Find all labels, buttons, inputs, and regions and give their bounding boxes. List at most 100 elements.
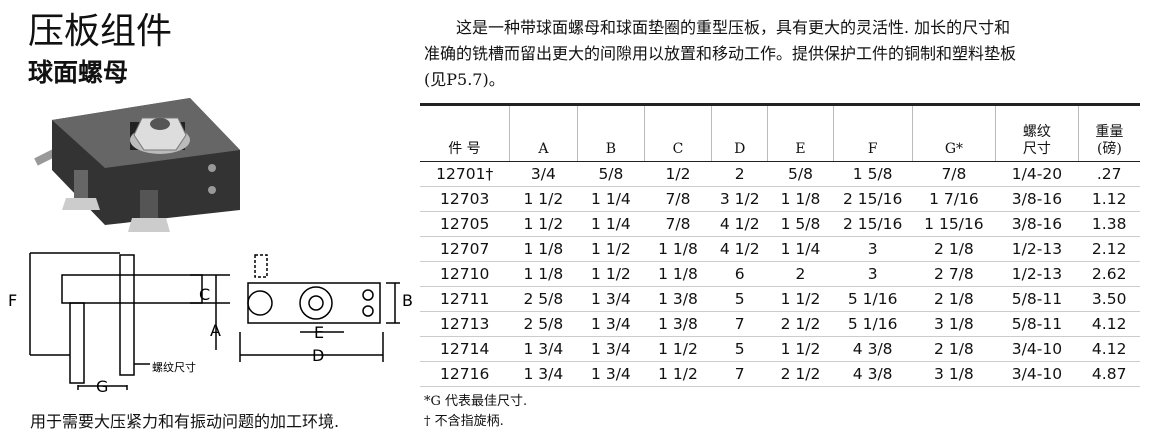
table-row: 12716 1 3/4 1 3/4 1 1/2 7 2 1/2 4 3/8 3 1/8 3/4-… <box>420 361 1140 387</box>
table-cell: 1 3/8 <box>644 286 712 312</box>
header-cell: B <box>576 103 645 162</box>
dim-label: F <box>8 291 17 310</box>
table-cell: 1/4-20 <box>995 161 1079 187</box>
description-line: 这是一种带球面螺母和球面垫圈的重型压板，具有更大的灵活性. 加长的尺寸和 <box>456 18 1011 37</box>
table-cell: 12714 <box>420 336 510 362</box>
table-cell: 1 1/2 <box>767 286 834 312</box>
table-cell: 2.12 <box>1078 236 1140 262</box>
table-cell: 2 15/16 <box>833 186 913 212</box>
table-cell: 3/8-16 <box>995 211 1079 237</box>
header-text: G* <box>944 141 963 157</box>
table-cell: 12713 <box>420 311 510 337</box>
table-cell: 5/8-11 <box>995 286 1079 312</box>
spec-table: 件 号 A B C D E F G* 螺纹 尺寸 重量 (磅) 12701† 3/4 5/8 1/2 2 5/8… <box>420 103 1140 387</box>
header-cell: F <box>832 103 913 162</box>
table-cell: 7 <box>711 311 768 337</box>
table-cell: 1 15/16 <box>912 211 996 237</box>
table-cell: 1 3/4 <box>577 361 645 387</box>
table-cell: 1/2 <box>644 161 712 187</box>
dim-label: A <box>210 321 221 340</box>
header-text: F <box>867 141 878 157</box>
table-cell: 1 1/8 <box>644 236 712 262</box>
table-cell: 1 1/8 <box>767 186 834 212</box>
header-cell: 重量 (磅) <box>1077 103 1140 162</box>
dim-label: B <box>402 291 413 310</box>
dim-label: E <box>314 323 324 342</box>
table-row: 12701† 3/4 5/8 1/2 2 5/8 1 5/8 7/8 1/4-20.27 <box>420 161 1140 187</box>
table-cell: 1/2-13 <box>995 236 1079 262</box>
table-cell: 2 <box>711 161 768 187</box>
table-cell: 5/8-11 <box>995 311 1079 337</box>
header-cell: G* <box>911 103 996 162</box>
footnote: † 不含指旋柄. <box>424 414 504 429</box>
header-text: 尺寸 <box>1022 141 1051 157</box>
table-row: 12705 1 1/2 1 1/4 7/8 4 1/2 1 5/8 2 15/16 1 15/… <box>420 211 1140 237</box>
table-cell: 5 <box>711 336 768 362</box>
header-text: C <box>672 141 684 157</box>
dim-label: 螺纹尺寸 <box>152 360 196 374</box>
header-cell: 螺纹 尺寸 <box>995 103 1079 162</box>
table-cell: 1 1/2 <box>644 361 712 387</box>
dim-label: G <box>96 377 108 396</box>
table-cell: 2 1/2 <box>767 311 834 337</box>
table-cell: 5/8 <box>767 161 834 187</box>
table-cell: 1 1/4 <box>767 236 834 262</box>
table-cell: 3/4-10 <box>995 361 1079 387</box>
table-cell: 3 1/2 <box>711 186 768 212</box>
header-text: D <box>734 141 746 157</box>
header-text: B <box>605 141 617 157</box>
table-cell: 12701† <box>420 161 510 187</box>
table-cell: 2.62 <box>1078 261 1140 287</box>
table-cell: 12705 <box>420 211 510 237</box>
table-cell: .27 <box>1078 161 1140 187</box>
table-cell: 5 1/16 <box>833 286 913 312</box>
table-cell: 7/8 <box>644 186 712 212</box>
description-line: 准确的铣槽而留出更大的间隙用以放置和移动工作。提供保护工件的铜制和塑料垫板 <box>424 44 1017 63</box>
table-cell: 1 1/4 <box>577 211 645 237</box>
side-view <box>29 252 230 390</box>
table-cell: 3 1/8 <box>912 311 996 337</box>
table-row: 12707 1 1/8 1 1/2 1 1/8 4 1/2 1 1/4 3 2 1/8 1/2-… <box>420 236 1140 262</box>
dim-label: D <box>312 346 324 365</box>
table-cell: 12710 <box>420 261 510 287</box>
table-cell: 3/4 <box>509 161 578 187</box>
description-line: (见P5.7)。 <box>424 70 505 89</box>
table-cell: 3.50 <box>1078 286 1140 312</box>
table-row: 12703 1 1/2 1 1/4 7/8 3 1/2 1 1/8 2 15/16 1 7/1… <box>420 186 1140 212</box>
header-text: A <box>538 141 549 157</box>
header-text: 重量 <box>1095 124 1124 140</box>
table-body: 12701† 3/4 5/8 1/2 2 5/8 1 5/8 7/8 1/4-20.27 1270… <box>420 161 1140 387</box>
table-cell: 1 1/4 <box>577 186 645 212</box>
table-cell: 5 <box>711 286 768 312</box>
header-text: 件 号 <box>448 141 481 157</box>
product-photo <box>34 98 240 232</box>
table-cell: 1 3/4 <box>509 361 578 387</box>
subtitle: 球面螺母 <box>28 58 129 87</box>
table-cell: 2 1/8 <box>912 336 996 362</box>
title: 压板组件 <box>28 11 173 52</box>
table-cell: 1 5/8 <box>833 161 913 187</box>
table-cell: 3 1/8 <box>912 361 996 387</box>
table-cell: 1 1/2 <box>509 211 578 237</box>
table-cell: 7/8 <box>912 161 996 187</box>
header-text: (磅) <box>1096 141 1122 157</box>
table-cell: 4.12 <box>1078 336 1140 362</box>
table-cell: 2 1/8 <box>912 236 996 262</box>
table-cell: 1 3/4 <box>577 286 645 312</box>
dim-label: C <box>199 285 210 304</box>
table-cell: 1 3/4 <box>509 336 578 362</box>
table-cell: 1.12 <box>1078 186 1140 212</box>
header-row: 件 号 A B C D E F G* 螺纹 尺寸 重量 (磅) <box>420 103 1140 162</box>
table-cell: 1 1/2 <box>509 186 578 212</box>
table-cell: 1 1/2 <box>767 336 834 362</box>
table-cell: 12711 <box>420 286 510 312</box>
header-text: 螺纹 <box>1022 124 1051 140</box>
table-cell: 1 5/8 <box>767 211 834 237</box>
table-cell: 1/2-13 <box>995 261 1079 287</box>
table-cell: 2 5/8 <box>509 286 578 312</box>
table-cell: 4.87 <box>1078 361 1140 387</box>
table-cell: 4 3/8 <box>833 361 913 387</box>
table-cell: 2 15/16 <box>833 211 913 237</box>
table-cell: 4 1/2 <box>711 211 768 237</box>
header-cell: A <box>508 103 578 162</box>
